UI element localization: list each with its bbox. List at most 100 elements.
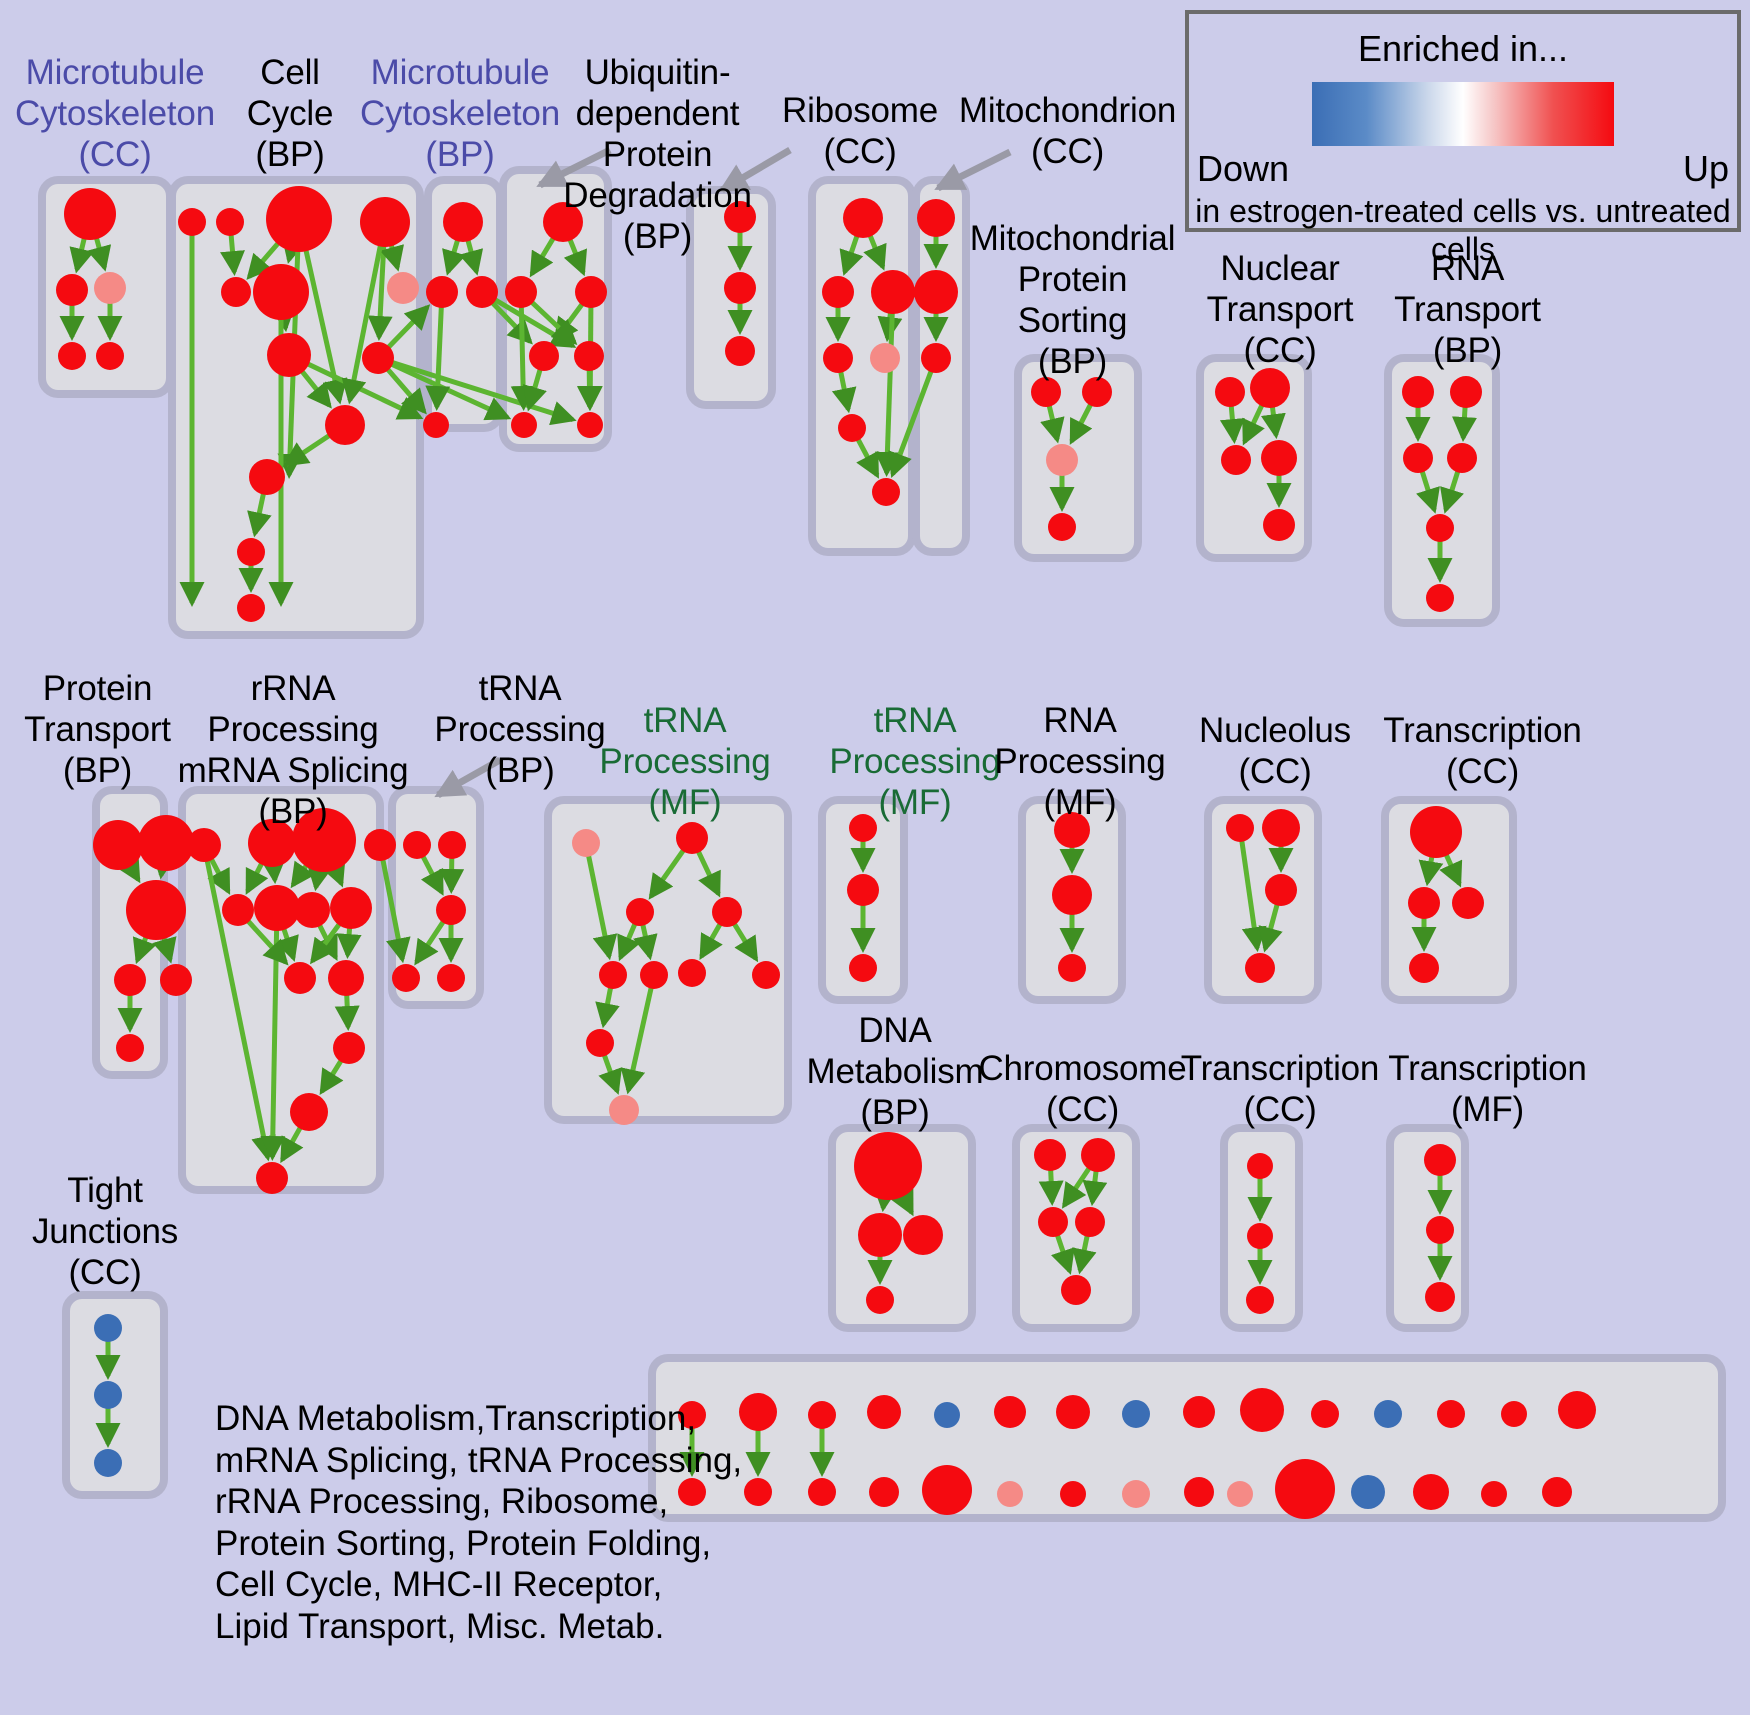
gene-node[interactable] [1240, 1388, 1284, 1432]
gene-node[interactable] [114, 964, 146, 996]
gene-node[interactable] [426, 276, 458, 308]
gene-node[interactable] [1452, 887, 1484, 919]
gene-node[interactable] [823, 343, 853, 373]
gene-node[interactable] [436, 895, 466, 925]
gene-node[interactable] [438, 831, 466, 859]
gene-node[interactable] [511, 412, 537, 438]
gene-node[interactable] [1374, 1400, 1402, 1428]
gene-node[interactable] [1413, 1474, 1449, 1510]
gene-node[interactable] [284, 962, 316, 994]
gene-node[interactable] [392, 964, 420, 992]
gene-node[interactable] [1122, 1480, 1150, 1508]
gene-node[interactable] [58, 342, 86, 370]
gene-node[interactable] [869, 1477, 899, 1507]
gene-node[interactable] [221, 277, 251, 307]
gene-node[interactable] [678, 959, 706, 987]
gene-node[interactable] [1052, 875, 1092, 915]
gene-node[interactable] [849, 814, 877, 842]
gene-node[interactable] [1262, 809, 1300, 847]
gene-node[interactable] [256, 1162, 288, 1194]
gene-node[interactable] [290, 1093, 328, 1131]
gene-node[interactable] [808, 1401, 836, 1429]
gene-node[interactable] [1437, 1400, 1465, 1428]
gene-node[interactable] [843, 198, 883, 238]
gene-node[interactable] [1247, 1153, 1273, 1179]
gene-node[interactable] [577, 412, 603, 438]
gene-node[interactable] [364, 829, 396, 861]
gene-node[interactable] [752, 961, 780, 989]
gene-node[interactable] [921, 343, 951, 373]
gene-node[interactable] [387, 272, 419, 304]
gene-node[interactable] [712, 897, 742, 927]
gene-node[interactable] [96, 342, 124, 370]
gene-node[interactable] [443, 202, 483, 242]
gene-node[interactable] [1265, 874, 1297, 906]
gene-node[interactable] [725, 336, 755, 366]
gene-node[interactable] [1061, 1275, 1091, 1305]
gene-node[interactable] [1246, 1286, 1274, 1314]
gene-node[interactable] [126, 880, 186, 940]
gene-node[interactable] [1031, 377, 1061, 407]
gene-node[interactable] [678, 1478, 706, 1506]
gene-node[interactable] [1542, 1477, 1572, 1507]
gene-node[interactable] [56, 274, 88, 306]
gene-node[interactable] [871, 270, 915, 314]
gene-node[interactable] [847, 874, 879, 906]
gene-node[interactable] [903, 1215, 943, 1255]
gene-node[interactable] [849, 954, 877, 982]
gene-node[interactable] [216, 208, 244, 236]
gene-node[interactable] [917, 199, 955, 237]
gene-node[interactable] [1060, 1481, 1086, 1507]
gene-node[interactable] [575, 276, 607, 308]
gene-node[interactable] [572, 829, 600, 857]
gene-node[interactable] [360, 197, 410, 247]
gene-node[interactable] [640, 961, 668, 989]
gene-node[interactable] [1424, 1144, 1456, 1176]
gene-node[interactable] [1056, 1395, 1090, 1429]
gene-node[interactable] [724, 201, 756, 233]
gene-node[interactable] [1082, 377, 1112, 407]
gene-node[interactable] [1122, 1400, 1150, 1428]
gene-node[interactable] [294, 892, 330, 928]
gene-node[interactable] [867, 1395, 901, 1429]
gene-node[interactable] [858, 1213, 902, 1257]
gene-node[interactable] [1247, 1223, 1273, 1249]
gene-node[interactable] [328, 960, 364, 996]
gene-node[interactable] [1221, 445, 1251, 475]
gene-node[interactable] [744, 1478, 772, 1506]
gene-node[interactable] [1501, 1401, 1527, 1427]
gene-node[interactable] [626, 898, 654, 926]
gene-node[interactable] [1426, 584, 1454, 612]
gene-node[interactable] [1226, 814, 1254, 842]
gene-node[interactable] [1425, 1282, 1455, 1312]
gene-node[interactable] [1261, 440, 1297, 476]
gene-node[interactable] [1058, 954, 1086, 982]
gene-node[interactable] [437, 964, 465, 992]
gene-node[interactable] [94, 272, 126, 304]
gene-node[interactable] [934, 1402, 960, 1428]
gene-node[interactable] [1245, 953, 1275, 983]
gene-node[interactable] [330, 887, 372, 929]
gene-node[interactable] [1481, 1481, 1507, 1507]
gene-node[interactable] [249, 459, 285, 495]
gene-node[interactable] [248, 819, 296, 867]
gene-node[interactable] [724, 272, 756, 304]
gene-node[interactable] [543, 202, 583, 242]
gene-node[interactable] [1402, 376, 1434, 408]
gene-node[interactable] [362, 342, 394, 374]
gene-node[interactable] [872, 478, 900, 506]
gene-node[interactable] [1250, 368, 1290, 408]
gene-node[interactable] [1403, 443, 1433, 473]
gene-node[interactable] [94, 1314, 122, 1342]
gene-node[interactable] [586, 1029, 614, 1057]
gene-node[interactable] [1263, 509, 1295, 541]
gene-node[interactable] [808, 1478, 836, 1506]
gene-node[interactable] [266, 186, 332, 252]
gene-node[interactable] [1426, 514, 1454, 542]
gene-node[interactable] [423, 412, 449, 438]
gene-node[interactable] [994, 1396, 1026, 1428]
gene-node[interactable] [1034, 1139, 1066, 1171]
gene-node[interactable] [138, 815, 194, 871]
gene-node[interactable] [267, 333, 311, 377]
gene-node[interactable] [1081, 1138, 1115, 1172]
